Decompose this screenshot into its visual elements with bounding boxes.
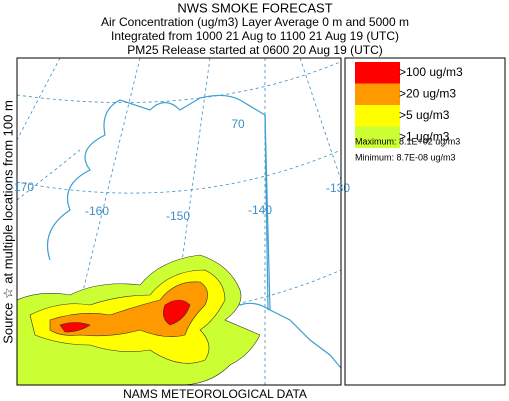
maximum: Maximum: 8.1E+02 ug/m3	[355, 136, 460, 146]
minimum: Minimum: 8.7E-08 ug/m3	[355, 152, 456, 162]
graticule-label: -140	[248, 203, 272, 217]
title: NWS SMOKE FORECAST	[177, 0, 332, 15]
footer: NAMS METEOROLOGICAL DATA	[123, 387, 307, 401]
legend-label: >20 ug/m3	[399, 87, 456, 101]
map	[16, 57, 342, 386]
legend-swatch	[355, 105, 400, 127]
legend-swatch	[355, 83, 400, 105]
side-label: Source ☆ at multiple locations from 100 …	[0, 100, 15, 344]
graticule-label: -130	[326, 181, 350, 195]
graticule-label: -170	[10, 180, 34, 194]
subtitle: Air Concentration (ug/m3) Layer Average …	[101, 15, 409, 29]
legend-swatch	[355, 126, 400, 148]
legend-label: >1 ug/m3	[399, 130, 450, 144]
legend-label: >5 ug/m3	[399, 108, 450, 122]
graticule-label: 70	[231, 117, 245, 131]
graticule-labels: -170 -160 -150 -140 -130 70	[10, 117, 350, 223]
map-frame	[16, 57, 342, 386]
graticule-label: -150	[166, 209, 190, 223]
legend-swatch	[355, 62, 400, 84]
legend: >100 ug/m3 >20 ug/m3 >5 ug/m3 >1 ug/m3	[355, 62, 463, 148]
subtitle: Integrated from 1000 21 Aug to 1100 21 A…	[111, 29, 399, 43]
legend-label: >100 ug/m3	[399, 65, 463, 79]
graticule-label: -160	[85, 204, 109, 218]
subtitle: PM25 Release started at 0600 20 Aug 19 (…	[127, 43, 382, 57]
legend-frame	[344, 57, 506, 386]
